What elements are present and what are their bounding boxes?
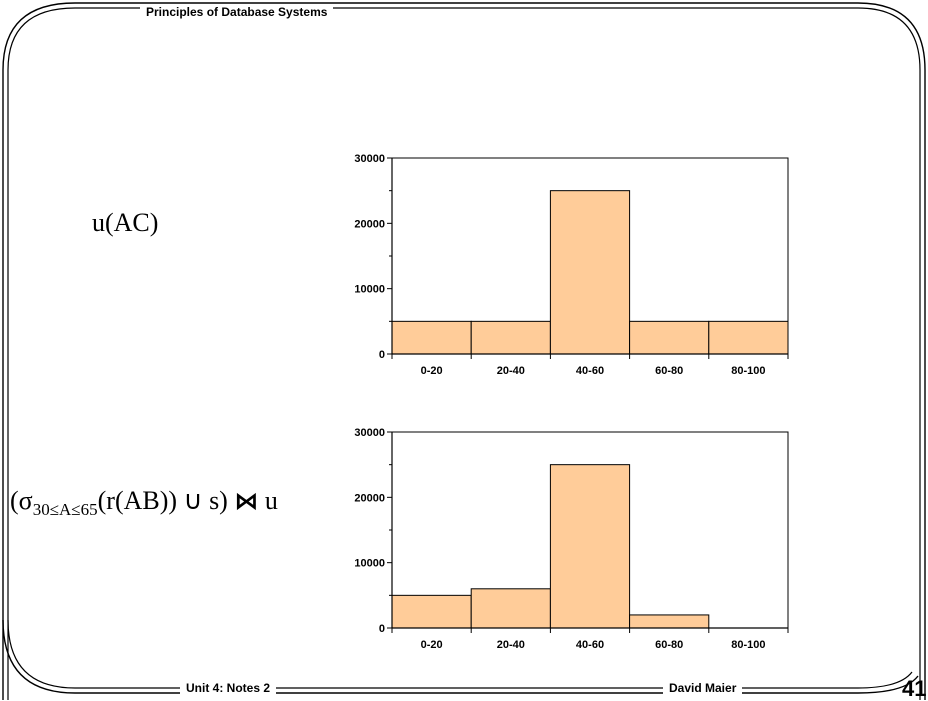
histogram-bottom: 0 10000 20000 30000 0-20 20-40 40-60 60-80 80-10… — [354, 427, 789, 651]
y-tick-label: 30000 — [354, 153, 385, 165]
relation-label-bottom: (σ30≤A≤65(r(AB)) ∪ s) ⋈ u — [10, 486, 278, 519]
bar-20-40 — [470, 588, 551, 629]
x-tick-label: 60-80 — [655, 365, 683, 377]
bar-80-100 — [708, 320, 789, 355]
bar-60-80 — [629, 320, 710, 355]
x-tick-label: 0-20 — [421, 365, 443, 377]
bar-60-80 — [629, 614, 710, 629]
bar-40-60 — [549, 464, 631, 629]
y-tick-label: 0 — [379, 623, 385, 635]
expr-tail: u — [264, 486, 278, 515]
expr-open: (σ — [10, 486, 33, 515]
bar-20-40 — [470, 320, 551, 355]
y-tick-label: 30000 — [354, 427, 385, 439]
x-tick-label: 80-100 — [731, 365, 765, 377]
y-tick-label: 10000 — [354, 558, 385, 570]
x-tick-label: 40-60 — [576, 365, 604, 377]
x-tick-label: 80-100 — [731, 639, 765, 651]
y-tick-label: 10000 — [354, 284, 385, 296]
page-number: 41 — [902, 676, 927, 701]
join-icon: ⋈ — [234, 487, 259, 515]
footer-course-unit: Unit 4: Notes 2 — [180, 681, 277, 695]
relation-label-top: u(AC) — [92, 208, 159, 237]
bar-0-20 — [391, 320, 472, 355]
frame-border-inner — [7, 7, 921, 700]
x-tick-label: 20-40 — [497, 639, 525, 651]
expr-middle: (r(AB)) ∪ s) — [97, 486, 228, 515]
histogram-top: 0 10000 20000 30000 0-20 20-40 40-60 60-80 80-10… — [354, 153, 789, 377]
y-tick-label: 20000 — [354, 218, 385, 230]
frame-border-bottom-outer — [2, 619, 919, 694]
x-tick-label: 0-20 — [421, 639, 443, 651]
x-tick-label: 20-40 — [497, 365, 525, 377]
frame-border-bottom — [7, 619, 913, 689]
header-title: Principles of Database Systems — [140, 5, 334, 19]
x-tick-label: 40-60 — [576, 639, 604, 651]
footer-author: David Maier — [663, 681, 743, 695]
x-tick-label: 60-80 — [655, 639, 683, 651]
y-tick-label: 20000 — [354, 492, 385, 504]
expr-selection-condition: 30≤A≤65 — [32, 500, 98, 519]
y-tick-label: 0 — [379, 349, 385, 361]
bar-0-20 — [391, 594, 472, 629]
bar-40-60 — [549, 190, 631, 355]
